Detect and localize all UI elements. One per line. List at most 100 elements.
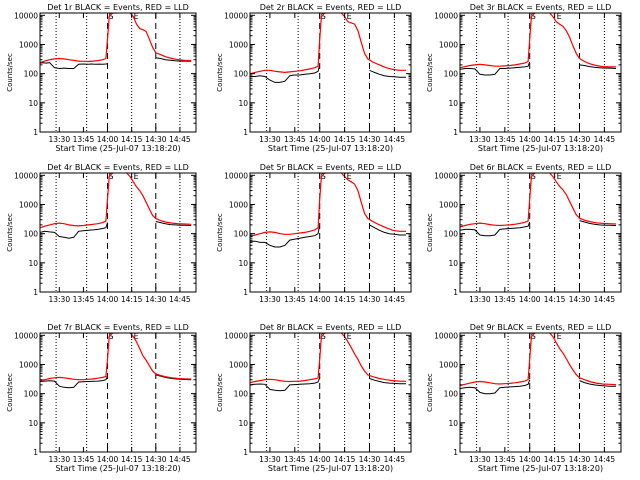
y-tick-label: 100 — [24, 390, 39, 399]
series-line-events — [40, 222, 108, 239]
series-group — [40, 333, 192, 389]
y-tick-label: 10000 — [434, 331, 458, 340]
series-group — [40, 13, 192, 70]
series-line-lld — [340, 333, 407, 382]
x-tick-label: 13:30 — [48, 295, 70, 304]
y-tick-label: 1000 — [439, 200, 458, 209]
y-tick-label: 1000 — [439, 360, 458, 369]
x-tick-label: 13:45 — [284, 455, 306, 464]
panel-title: Det 8r BLACK = Events, RED = LLD — [260, 323, 402, 332]
series-line-events — [579, 64, 617, 69]
y-tick-label: 1 — [33, 288, 38, 297]
series-line-lld — [40, 333, 119, 382]
x-tick-label: 14:15 — [544, 295, 566, 304]
plot-frame — [39, 172, 197, 293]
y-tick-label: 10 — [28, 419, 38, 428]
x-tick-label: 14:30 — [569, 455, 591, 464]
x-tick-label: 14:45 — [384, 295, 406, 304]
x-axis-label: Start Time (25-Jul-07 13:18:20) — [55, 464, 180, 473]
x-tick-label: 14:00 — [309, 295, 331, 304]
series-line-events — [250, 224, 321, 248]
x-tick-label: 14:15 — [334, 135, 356, 144]
end-marker-label: E — [347, 172, 352, 181]
x-tick-label: 14:15 — [544, 455, 566, 464]
y-axis-label: Counts/sec — [6, 53, 14, 92]
x-tick-label: 14:30 — [569, 295, 591, 304]
x-tick-label: 14:30 — [359, 455, 381, 464]
x-axis-label: Start Time (25-Jul-07 13:18:20) — [478, 144, 603, 153]
start-marker-label: S — [531, 12, 536, 21]
y-tick-label: 100 — [24, 230, 39, 239]
panel-title: Det 1r BLACK = Events, RED = LLD — [47, 3, 189, 12]
x-tick-label: 14:15 — [334, 295, 356, 304]
y-tick-label: 1000 — [229, 40, 248, 49]
series-line-events — [155, 221, 192, 226]
y-tick-label: 1 — [243, 128, 248, 137]
x-tick-label: 13:45 — [494, 295, 516, 304]
x-tick-label: 14:00 — [519, 135, 541, 144]
y-tick-label: 10000 — [14, 331, 38, 340]
x-tick-label: 14:00 — [97, 455, 119, 464]
series-line-lld — [250, 13, 328, 75]
series-group — [40, 173, 192, 239]
x-tick-label: 14:45 — [169, 135, 191, 144]
series-line-lld — [250, 173, 328, 238]
x-tick-label: 13:30 — [48, 135, 70, 144]
series-line-lld — [549, 13, 616, 68]
start-marker-label: S — [321, 172, 326, 181]
y-tick-label: 10 — [238, 99, 248, 108]
x-tick-label: 14:15 — [544, 135, 566, 144]
x-tick-label: 13:30 — [469, 135, 491, 144]
y-axis-label: Counts/sec — [216, 53, 224, 92]
start-marker-label: S — [321, 12, 326, 21]
x-tick-label: 13:45 — [284, 135, 306, 144]
plot-frame — [459, 12, 622, 133]
x-axis-label: Start Time (25-Jul-07 13:18:20) — [478, 464, 603, 473]
start-marker-label: S — [531, 172, 536, 181]
series-line-events — [250, 64, 321, 83]
y-tick-label: 100 — [24, 70, 39, 79]
series-group — [460, 333, 617, 395]
panel-title: Det 3r BLACK = Events, RED = LLD — [470, 3, 612, 12]
plot-frame — [249, 172, 412, 293]
y-tick-label: 100 — [234, 390, 249, 399]
x-tick-label: 14:15 — [121, 455, 143, 464]
y-axis-label: Counts/sec — [426, 213, 434, 252]
series-line-lld — [40, 173, 113, 229]
y-axis-label: Counts/sec — [216, 373, 224, 412]
start-marker-label: S — [109, 172, 114, 181]
plot-frame — [459, 332, 622, 453]
y-tick-label: 10000 — [14, 171, 38, 180]
series-line-lld — [126, 173, 192, 225]
panel-title: Det 6r BLACK = Events, RED = LLD — [470, 163, 612, 172]
end-marker-label: E — [347, 12, 352, 21]
y-tick-label: 10000 — [224, 331, 248, 340]
start-marker-label: S — [109, 12, 114, 21]
y-axis-label: Counts/sec — [6, 373, 14, 412]
x-tick-label: 14:45 — [594, 135, 616, 144]
y-tick-label: 10000 — [434, 171, 458, 180]
x-tick-label: 14:45 — [594, 455, 616, 464]
series-line-lld — [340, 173, 406, 232]
x-tick-label: 13:30 — [469, 455, 491, 464]
series-line-lld — [250, 333, 328, 384]
series-line-lld — [549, 173, 617, 225]
y-axis-label: Counts/sec — [426, 53, 434, 92]
y-tick-label: 100 — [234, 230, 249, 239]
series-line-events — [460, 221, 531, 237]
x-tick-label: 14:30 — [145, 135, 167, 144]
end-marker-label: E — [134, 172, 139, 181]
y-tick-label: 10 — [28, 259, 38, 268]
y-tick-label: 1 — [453, 448, 458, 457]
series-line-events — [369, 224, 406, 236]
x-tick-label: 14:15 — [121, 135, 143, 144]
panel-title: Det 7r BLACK = Events, RED = LLD — [47, 323, 189, 332]
y-tick-label: 100 — [444, 390, 459, 399]
y-axis-label: Counts/sec — [426, 373, 434, 412]
y-tick-label: 10 — [28, 99, 38, 108]
x-tick-label: 14:45 — [169, 295, 191, 304]
y-tick-label: 1 — [33, 448, 38, 457]
